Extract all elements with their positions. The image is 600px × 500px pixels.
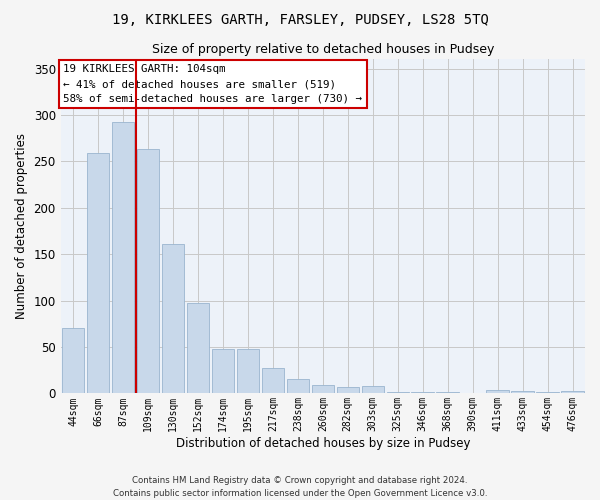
Y-axis label: Number of detached properties: Number of detached properties: [15, 134, 28, 320]
Bar: [162, 244, 184, 394]
Bar: [212, 349, 234, 394]
Bar: [287, 378, 309, 394]
Bar: [337, 387, 359, 394]
Bar: [386, 392, 409, 394]
Bar: [487, 390, 509, 394]
Bar: [412, 392, 434, 394]
Bar: [112, 122, 134, 394]
Bar: [262, 368, 284, 394]
Text: 19, KIRKLEES GARTH, FARSLEY, PUDSEY, LS28 5TQ: 19, KIRKLEES GARTH, FARSLEY, PUDSEY, LS2…: [112, 12, 488, 26]
Bar: [62, 328, 85, 394]
Bar: [187, 302, 209, 394]
Bar: [536, 392, 559, 394]
Bar: [362, 386, 384, 394]
Title: Size of property relative to detached houses in Pudsey: Size of property relative to detached ho…: [152, 42, 494, 56]
Bar: [236, 349, 259, 394]
Bar: [561, 390, 584, 394]
Bar: [511, 390, 534, 394]
Bar: [137, 148, 159, 394]
Bar: [436, 392, 459, 394]
Bar: [311, 385, 334, 394]
Text: 19 KIRKLEES GARTH: 104sqm
← 41% of detached houses are smaller (519)
58% of semi: 19 KIRKLEES GARTH: 104sqm ← 41% of detac…: [63, 64, 362, 104]
X-axis label: Distribution of detached houses by size in Pudsey: Distribution of detached houses by size …: [176, 437, 470, 450]
Bar: [87, 153, 109, 394]
Text: Contains HM Land Registry data © Crown copyright and database right 2024.
Contai: Contains HM Land Registry data © Crown c…: [113, 476, 487, 498]
